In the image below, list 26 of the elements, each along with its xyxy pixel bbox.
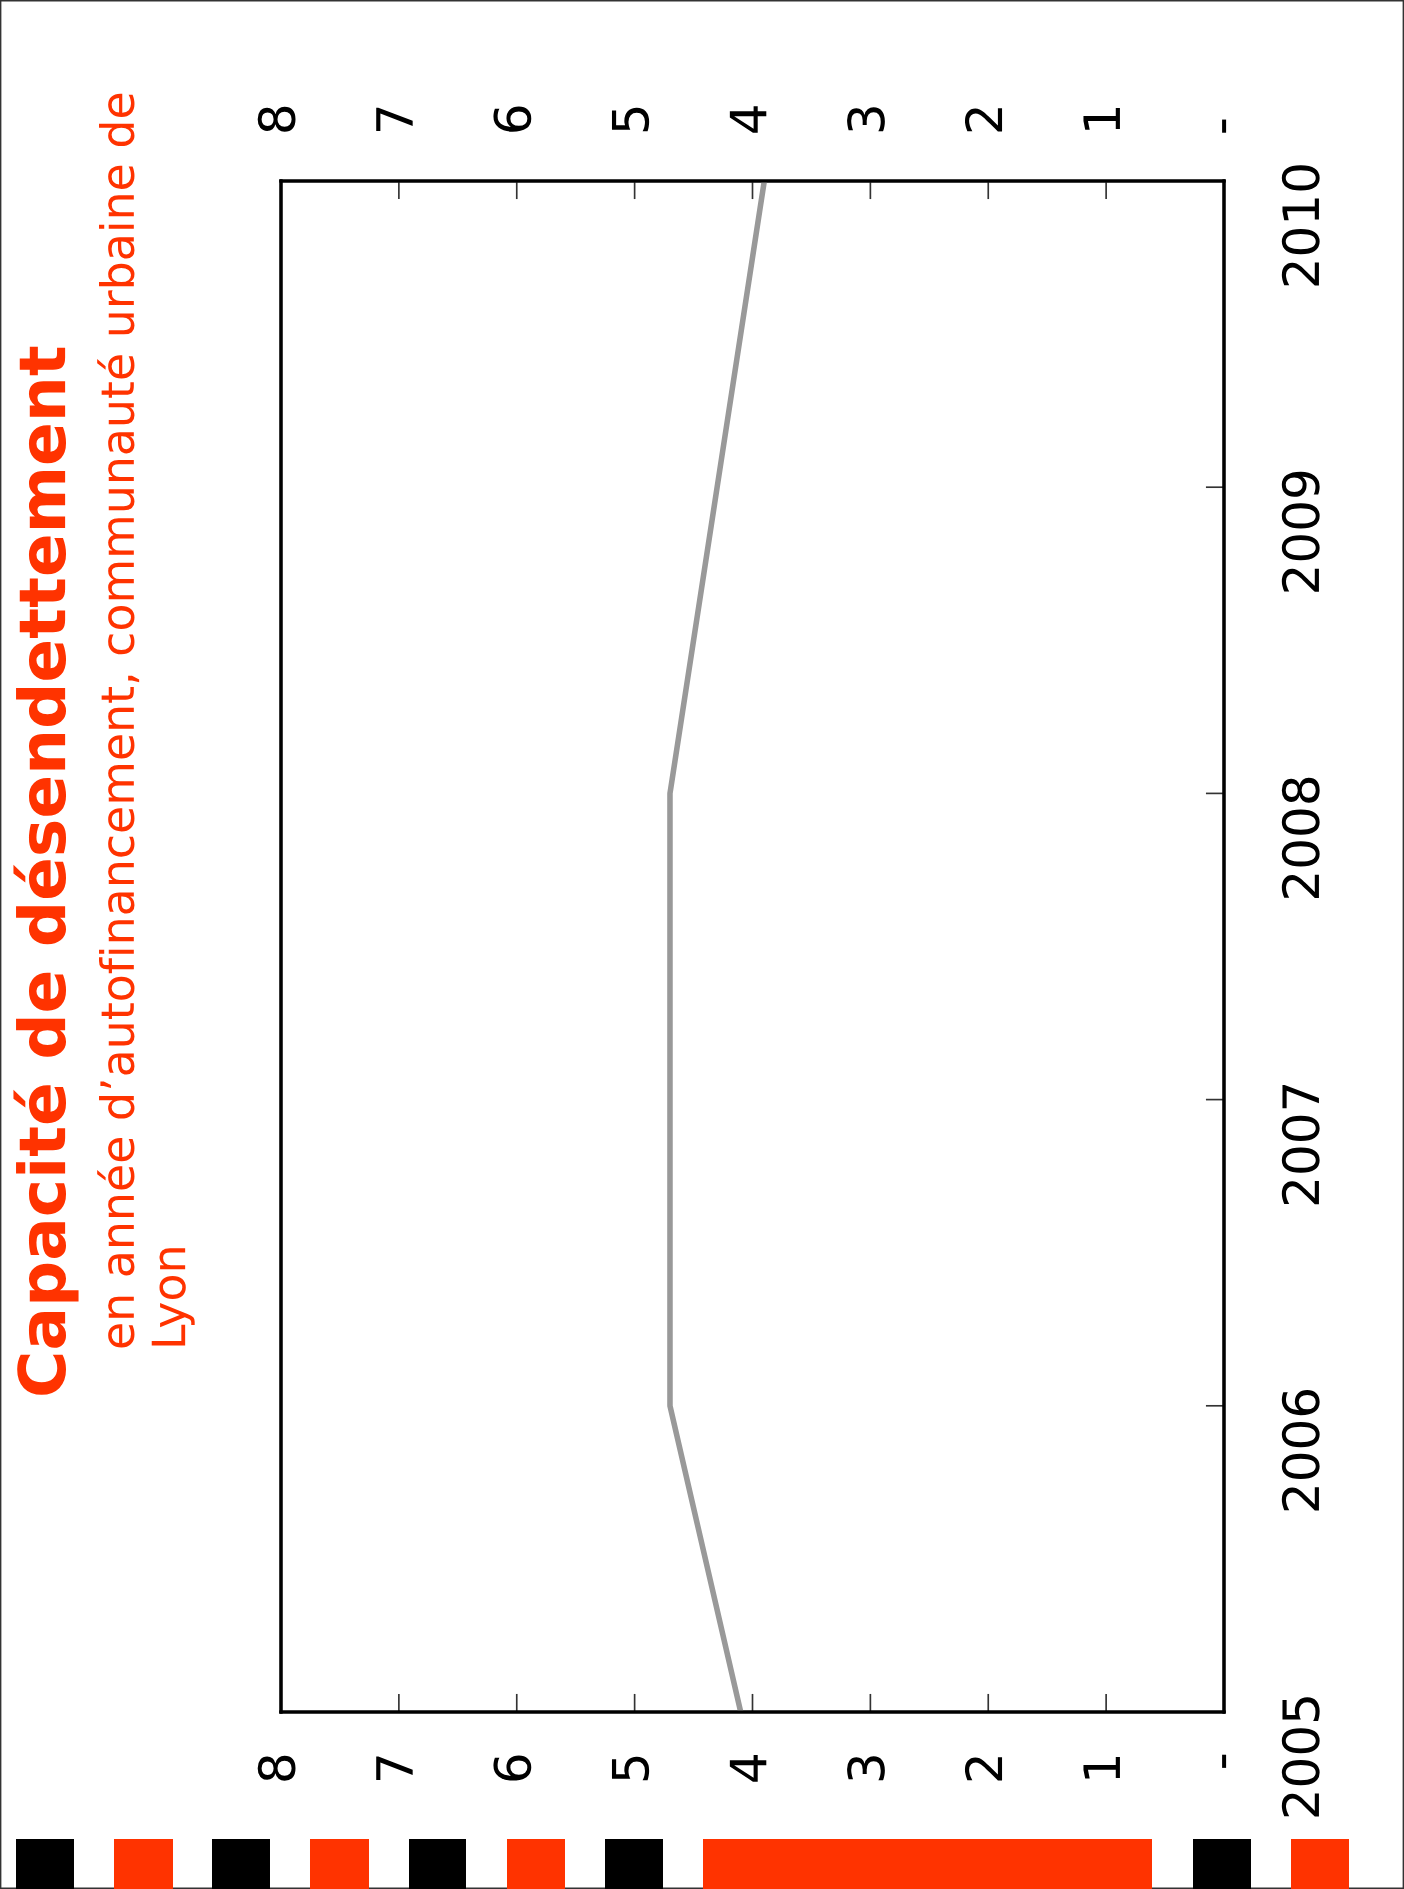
y-tick-label: 2007 [1281, 1084, 1320, 1205]
x2-tick-label: 3 [847, 107, 885, 132]
x-tick-label: - [1222, 1754, 1227, 1768]
y-tick-label: 2008 [1281, 777, 1320, 898]
x2-tick-label: 6 [493, 106, 532, 132]
text: en année d’autofinancement, communauté urbaine de Lyon [97, 93, 195, 1348]
x-tick-label: 4 [729, 1755, 767, 1782]
x2-tick-label: 8 [257, 106, 296, 132]
x-tick-label: 5 [611, 1756, 650, 1781]
x-tick-label: 6 [493, 1755, 532, 1781]
x-tick-label: 1 [1083, 1756, 1120, 1779]
y-tick-label: 2010 [1281, 165, 1320, 286]
text: Capacité de désendettement [13, 346, 79, 1395]
x-tick-label: 3 [847, 1756, 885, 1781]
x-tick-label: 2 [964, 1757, 1003, 1781]
x-tick-label: 8 [257, 1755, 296, 1781]
x2-tick-label: 7 [376, 107, 413, 132]
x2-tick-label: 2 [964, 108, 1003, 132]
x2-tick-label: - [1222, 119, 1227, 133]
y-tick-label: 2006 [1281, 1389, 1320, 1511]
y-tick-label: 2009 [1281, 471, 1320, 592]
x2-tick-label: 1 [1083, 107, 1120, 130]
x-tick-label: 7 [376, 1756, 413, 1780]
y-tick-label: 2005 [1281, 1697, 1320, 1817]
x2-tick-label: 5 [611, 107, 650, 132]
x2-tick-label: 4 [729, 106, 767, 133]
